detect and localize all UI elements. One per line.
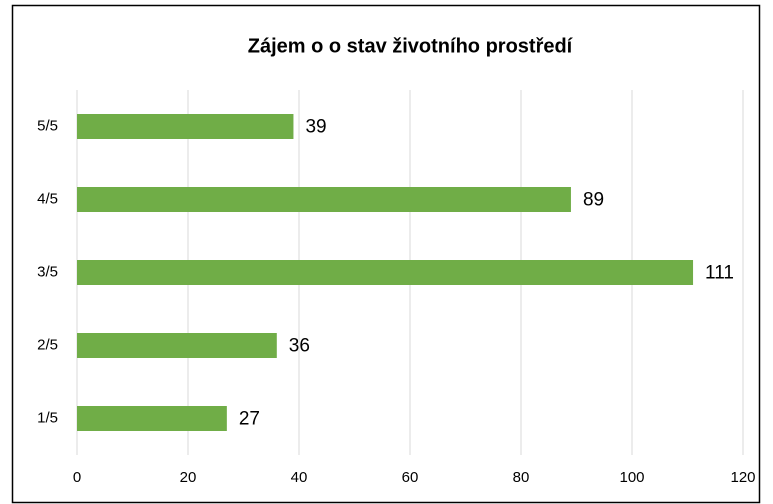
x-tick-label: 100: [619, 469, 644, 486]
y-tick-label: 1/5: [37, 409, 58, 426]
data-label: 89: [583, 190, 604, 211]
data-label: 39: [305, 117, 326, 138]
y-tick-label: 2/5: [37, 336, 58, 353]
y-tick-label: 4/5: [37, 190, 58, 207]
chart-title: Zájem o o stav životního prostředí: [248, 35, 574, 57]
x-tick-label: 80: [513, 469, 530, 486]
data-label: 27: [239, 409, 260, 430]
data-label: 111: [705, 263, 734, 284]
y-tick-label: 3/5: [37, 263, 58, 280]
bar: [77, 187, 571, 212]
data-label: 36: [289, 336, 310, 357]
bar: [77, 260, 694, 285]
bar: [77, 333, 277, 358]
y-tick-label: 5/5: [37, 117, 58, 134]
bar: [77, 114, 294, 139]
x-tick-label: 40: [291, 469, 308, 486]
x-tick-label: 0: [73, 469, 81, 486]
bar: [77, 406, 227, 431]
x-tick-label: 60: [402, 469, 419, 486]
x-tick-label: 120: [730, 469, 755, 486]
x-tick-label: 20: [180, 469, 197, 486]
